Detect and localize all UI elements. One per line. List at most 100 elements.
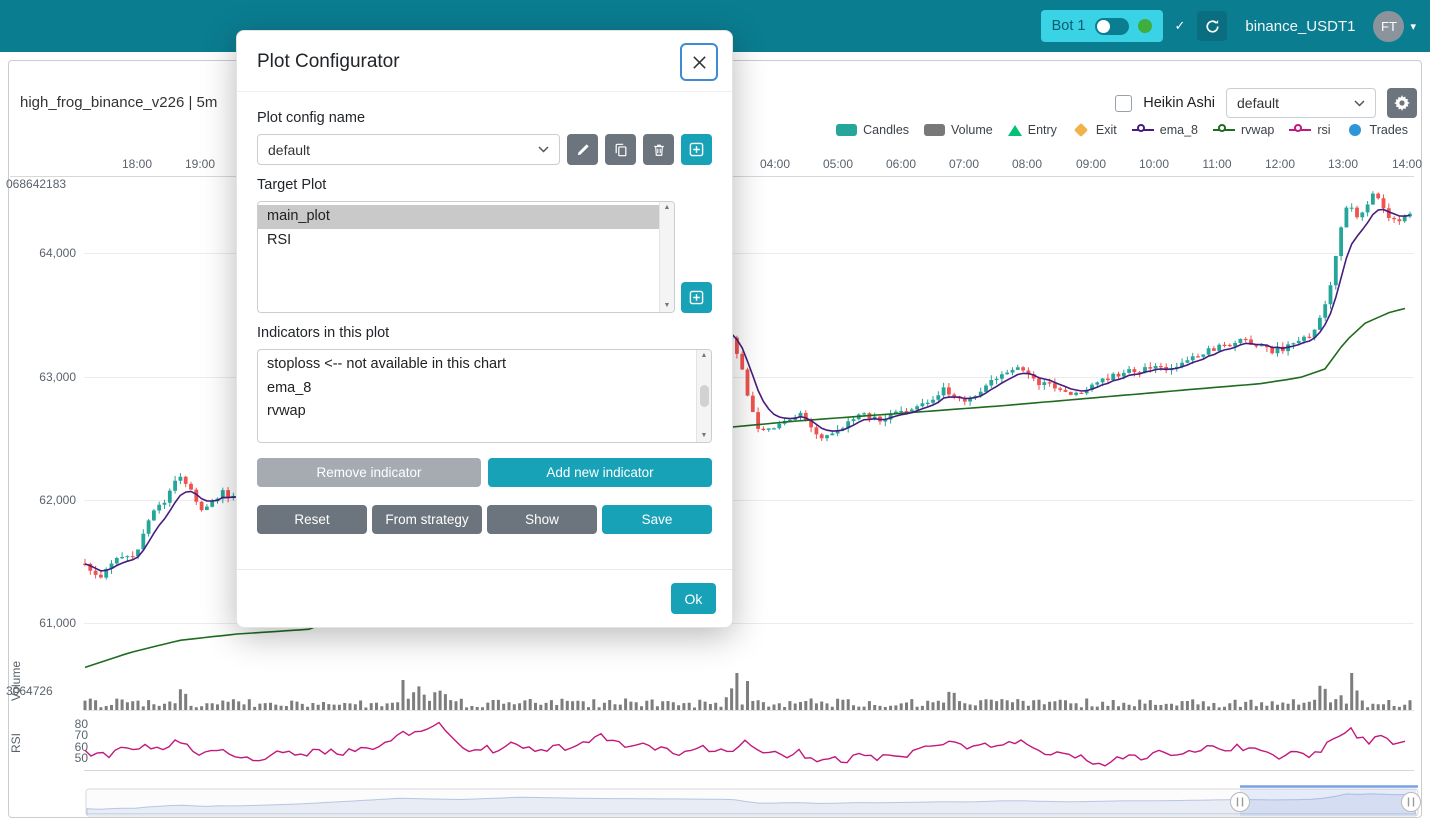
svg-text:06:00: 06:00: [886, 157, 916, 171]
instance-name: binance_USDT1: [1245, 17, 1356, 35]
scroll-thumb[interactable]: [699, 385, 709, 407]
svg-text:068642183: 068642183: [6, 177, 66, 191]
legend-item-candles[interactable]: Candles: [836, 123, 909, 137]
plot-settings-button[interactable]: [1387, 88, 1417, 118]
modal-header: Plot Configurator: [237, 31, 732, 92]
legend-label: ema_8: [1159, 123, 1198, 137]
svg-text:04:00: 04:00: [760, 157, 790, 171]
target-plot-option[interactable]: RSI: [267, 231, 292, 248]
legend-item-trades[interactable]: Trades: [1346, 123, 1408, 137]
legend-label: Entry: [1027, 123, 1057, 137]
datazoom-selected-range[interactable]: [1240, 789, 1416, 816]
plot-config-select[interactable]: default: [1226, 88, 1376, 118]
legend-item-entry[interactable]: Entry: [1007, 123, 1057, 137]
target-plot-row: main_plot RSI ▲ ▼: [257, 201, 712, 313]
remove-indicator-button[interactable]: Remove indicator: [257, 458, 481, 487]
legend-label: rsi: [1317, 123, 1331, 137]
indicator-list-items: stoploss <-- not available in this chart…: [258, 350, 696, 442]
user-menu[interactable]: FT ▾: [1373, 10, 1416, 42]
save-button[interactable]: Save: [602, 505, 712, 534]
target-plot-list[interactable]: main_plot RSI ▲ ▼: [257, 201, 675, 313]
refresh-icon: [1206, 19, 1219, 33]
target-plot-option[interactable]: main_plot: [258, 205, 659, 229]
scrollbar[interactable]: ▲ ▼: [659, 202, 674, 312]
svg-text:13:00: 13:00: [1328, 157, 1358, 171]
legend-label: Candles: [863, 123, 910, 137]
plus-square-icon: [689, 290, 704, 305]
plot-config-name-label: Plot config name: [257, 110, 366, 126]
svg-text:09:00: 09:00: [1076, 157, 1106, 171]
plot-config-select-value: default: [1237, 95, 1280, 111]
svg-text:07:00: 07:00: [949, 157, 979, 171]
modal-title: Plot Configurator: [257, 51, 400, 72]
chart-title: high_frog_binance_v226 | 5m: [20, 94, 218, 111]
ok-button[interactable]: Ok: [671, 583, 716, 614]
plot-config-name-select[interactable]: default: [257, 134, 560, 165]
legend-item-rvwap[interactable]: rvwap: [1213, 123, 1274, 137]
bot-toggle-switch[interactable]: [1094, 17, 1129, 35]
plus-square-icon: [689, 142, 704, 157]
svg-text:19:00: 19:00: [185, 157, 215, 171]
reset-button[interactable]: Reset: [257, 505, 367, 534]
add-indicator-button[interactable]: Add new indicator: [488, 458, 712, 487]
indicator-option[interactable]: ema_8: [267, 379, 312, 396]
copy-icon: [615, 143, 626, 156]
scroll-down-icon[interactable]: ▼: [663, 302, 671, 309]
scroll-up-icon[interactable]: ▲: [700, 352, 708, 359]
legend-item-volume[interactable]: Volume: [924, 123, 993, 137]
avatar: FT: [1373, 10, 1405, 42]
from-strategy-button[interactable]: From strategy: [372, 505, 482, 534]
modal-footer: Ok: [237, 569, 732, 627]
chart-controls: Heikin Ashi default: [1115, 88, 1417, 118]
indicator-option[interactable]: rvwap: [267, 403, 306, 420]
heikin-ashi-checkbox[interactable]: [1115, 94, 1133, 112]
duplicate-config-button[interactable]: [605, 134, 636, 165]
svg-text:12:00: 12:00: [1265, 157, 1295, 171]
svg-text:RSI: RSI: [9, 733, 23, 753]
svg-text:70: 70: [75, 728, 89, 742]
svg-text:64,000: 64,000: [39, 246, 76, 260]
add-config-button[interactable]: [681, 134, 712, 165]
legend-label: rvwap: [1241, 123, 1275, 137]
plot-config-name-row: default: [257, 134, 712, 165]
legend-item-rsi[interactable]: rsi: [1289, 123, 1331, 137]
modal-body: Plot config name default: [237, 92, 732, 569]
close-button[interactable]: [680, 43, 718, 81]
plot-configurator-modal: Plot Configurator Plot config name defau…: [236, 30, 733, 628]
datazoom-handle-right[interactable]: [1401, 792, 1421, 812]
close-icon: [692, 55, 706, 69]
legend-label: Volume: [951, 123, 993, 137]
bot-name-label: Bot 1: [1051, 18, 1086, 34]
svg-text:63,000: 63,000: [39, 370, 76, 384]
target-plot-label: Target Plot: [257, 177, 327, 193]
chart-legend: Candles Volume Entry Exit ema_8 rvwap rsi Trade…: [836, 122, 1408, 138]
pencil-icon: [577, 143, 589, 155]
show-button[interactable]: Show: [487, 505, 597, 534]
bot-selector[interactable]: Bot 1: [1040, 10, 1163, 42]
chevron-down-icon: [1354, 99, 1365, 107]
scroll-up-icon[interactable]: ▲: [663, 204, 671, 211]
indicator-option[interactable]: stoploss <-- not available in this chart: [267, 356, 506, 372]
svg-text:11:00: 11:00: [1202, 157, 1231, 171]
delete-config-button[interactable]: [643, 134, 674, 165]
refresh-button[interactable]: [1197, 11, 1228, 41]
scrollbar[interactable]: ▲ ▼: [696, 350, 711, 442]
indicator-list[interactable]: stoploss <-- not available in this chart…: [257, 349, 712, 443]
add-plot-button[interactable]: [681, 282, 712, 313]
svg-text:Volume: Volume: [9, 661, 23, 701]
indicators-label: Indicators in this plot: [257, 325, 390, 341]
svg-text:10:00: 10:00: [1139, 157, 1169, 171]
plot-config-name-value: default: [268, 141, 311, 158]
svg-text:05:00: 05:00: [823, 157, 853, 171]
datazoom-handle-left[interactable]: [1230, 792, 1250, 812]
legend-item-exit[interactable]: Exit: [1072, 122, 1117, 138]
config-actions: Reset From strategy Show Save: [257, 505, 712, 534]
legend-label: Trades: [1369, 123, 1408, 137]
scroll-down-icon[interactable]: ▼: [700, 432, 708, 439]
chevron-down-icon: ▾: [1410, 20, 1416, 33]
chevron-down-icon: [538, 146, 549, 153]
svg-text:50: 50: [75, 751, 89, 765]
trash-icon: [653, 144, 664, 156]
rename-config-button[interactable]: [567, 134, 598, 165]
legend-item-ema_8[interactable]: ema_8: [1131, 123, 1198, 137]
